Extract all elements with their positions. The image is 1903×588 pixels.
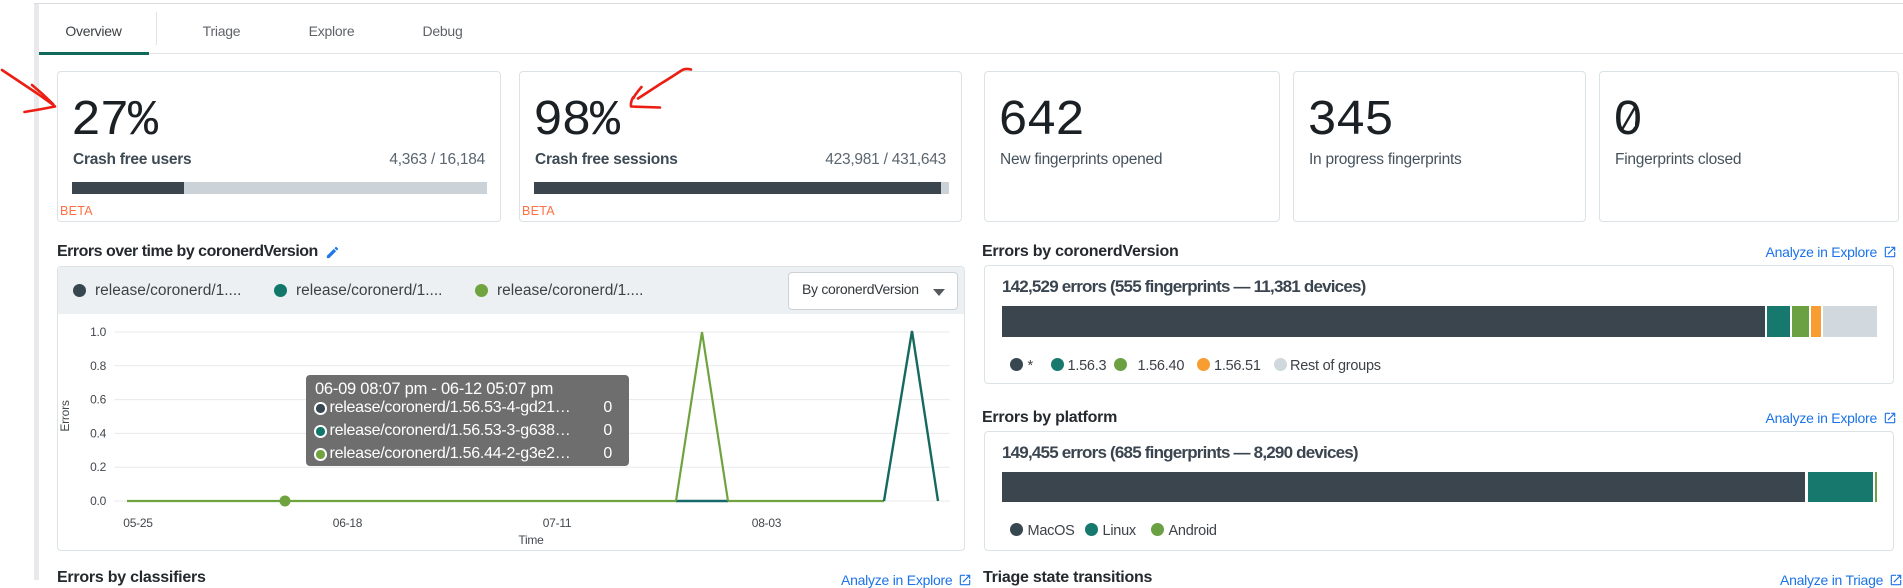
svg-text:0.4: 0.4 [90,426,107,440]
svg-text:05-25: 05-25 [123,516,153,530]
svg-text:Errors: Errors [58,400,72,431]
svg-text:0.2: 0.2 [90,460,107,474]
svg-text:0.0: 0.0 [90,494,107,508]
svg-text:1.0: 1.0 [90,325,107,339]
svg-text:Time: Time [518,533,544,547]
svg-text:0.8: 0.8 [90,359,107,373]
svg-text:0.6: 0.6 [90,393,107,407]
svg-text:07-11: 07-11 [543,516,572,530]
svg-text:06-18: 06-18 [333,516,363,530]
svg-text:08-03: 08-03 [752,516,782,530]
